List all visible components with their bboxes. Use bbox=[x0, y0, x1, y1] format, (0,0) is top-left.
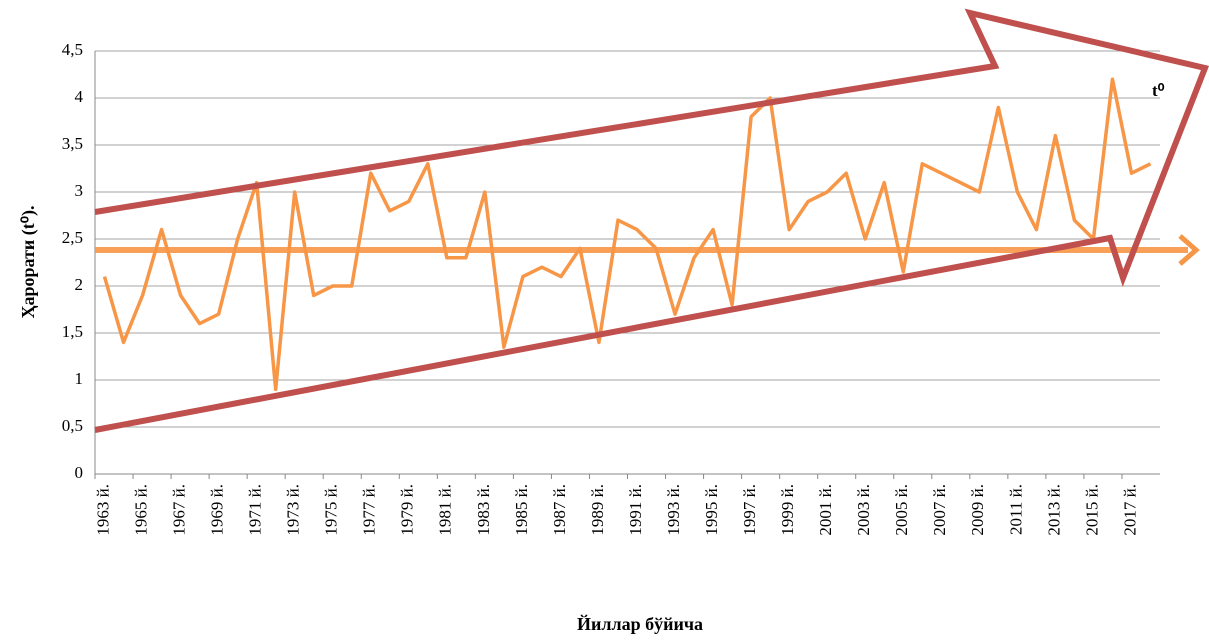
x-tick-label: 2015 й. bbox=[1082, 484, 1101, 536]
x-tick-label: 1981 й. bbox=[436, 484, 455, 536]
x-tick-label: 1979 й. bbox=[398, 484, 417, 536]
plot: 0 0,5 1 1,5 2 2,5 3 3,5 4 4,5 1963 й. 1965 й. 1967 й… bbox=[62, 40, 1160, 536]
y-tick-label: 4,5 bbox=[62, 40, 83, 59]
y-tick-label: 1 bbox=[75, 369, 84, 388]
x-axis-label: Йиллар бўйича bbox=[577, 613, 703, 634]
x-tick-label: 1997 й. bbox=[740, 484, 759, 536]
x-tick-label: 1999 й. bbox=[778, 484, 797, 536]
y-tick-label: 2 bbox=[75, 275, 84, 294]
x-tick-label: 1993 й. bbox=[664, 484, 683, 536]
x-tick-label: 2009 й. bbox=[968, 484, 987, 536]
x-tick-label: 1983 й. bbox=[474, 484, 493, 536]
trend-arrow bbox=[94, 8, 1209, 433]
x-tick-label: 1977 й. bbox=[360, 484, 379, 536]
x-tick-label: 1969 й. bbox=[208, 484, 227, 536]
x-tick-label: 1963 й. bbox=[93, 484, 112, 536]
y-tick-label: 3 bbox=[75, 181, 84, 200]
x-tick-label: 2001 й. bbox=[816, 484, 835, 536]
x-tick-label: 2017 й. bbox=[1120, 484, 1139, 536]
y-tick-label: 3,5 bbox=[62, 134, 83, 153]
x-tick-label: 2011 й. bbox=[1006, 484, 1025, 535]
x-tick-label: 2003 й. bbox=[854, 484, 873, 536]
y-tick-label: 4 bbox=[75, 87, 84, 106]
y-tick-label: 0 bbox=[75, 463, 84, 482]
x-tick-label: 1987 й. bbox=[550, 484, 569, 536]
mean-arrow-head bbox=[1178, 234, 1200, 266]
x-tick-label: 1985 й. bbox=[512, 484, 531, 536]
x-tick-label: 1991 й. bbox=[626, 484, 645, 536]
x-tick-label: 1995 й. bbox=[702, 484, 721, 536]
y-tick-label: 0,5 bbox=[62, 416, 83, 435]
x-tick-label: 1967 й. bbox=[169, 484, 188, 536]
x-tick-label: 1971 й. bbox=[246, 484, 265, 536]
trend-overlay bbox=[94, 8, 1209, 433]
x-tick-label: 1973 й. bbox=[284, 484, 303, 536]
x-tick-label: 1965 й. bbox=[131, 484, 150, 536]
y-tick-label: 1,5 bbox=[62, 322, 83, 341]
x-tick-label: 1989 й. bbox=[588, 484, 607, 536]
x-tick-label: 2005 й. bbox=[892, 484, 911, 536]
y-axis-label: Ҳарорати (t⁰). bbox=[18, 206, 39, 319]
x-tick-label: 2013 й. bbox=[1044, 484, 1063, 536]
annotation: t⁰ bbox=[1152, 81, 1165, 100]
x-tick-label: 1975 й. bbox=[322, 484, 341, 536]
x-tick-label: 2007 й. bbox=[930, 484, 949, 536]
data-line bbox=[102, 77, 1152, 392]
y-tick-label: 2,5 bbox=[62, 228, 83, 247]
